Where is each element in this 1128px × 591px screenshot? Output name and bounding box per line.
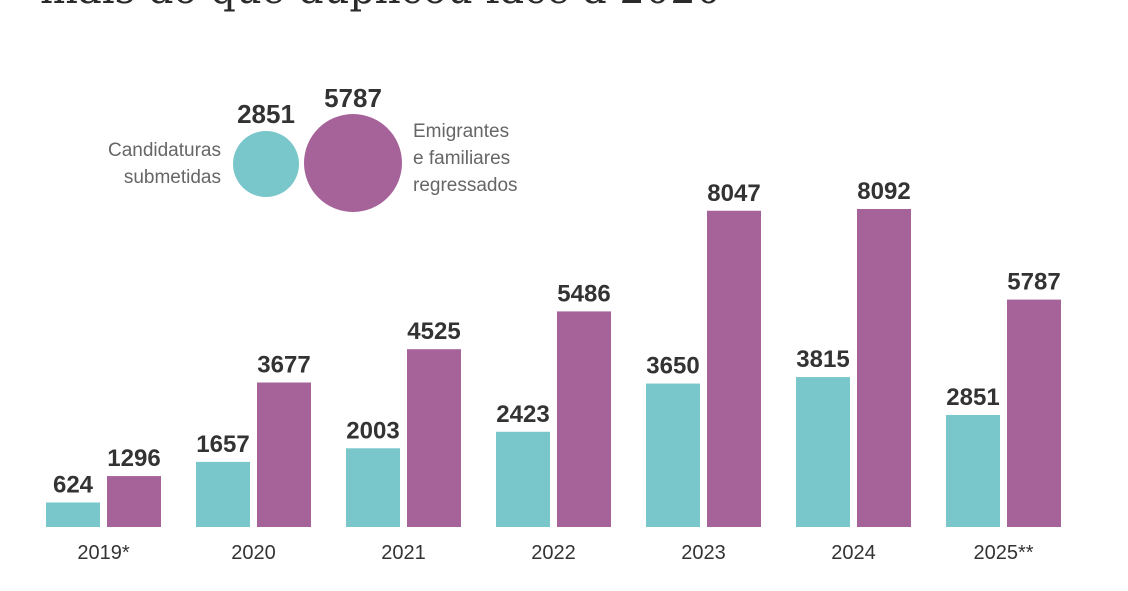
bar-emigrantes-5 [857, 209, 911, 527]
bar-label-candidaturas-5: 3815 [796, 346, 849, 373]
bar-candidaturas-0 [46, 502, 100, 527]
legend-label-candidaturas-line-2: submetidas [124, 167, 221, 188]
bar-label-emigrantes-0: 1296 [107, 445, 160, 472]
bar-label-emigrantes-1: 3677 [257, 352, 310, 379]
bar-candidaturas-4 [646, 383, 700, 527]
bar-emigrantes-3 [557, 311, 611, 527]
bar-label-candidaturas-0: 624 [53, 471, 94, 498]
x-tick-label-4: 2023 [681, 542, 726, 564]
bar-candidaturas-6 [946, 414, 1000, 527]
legend-label-emigrantes-line-1: Emigrantes [413, 121, 509, 142]
bar-label-candidaturas-3: 2423 [496, 401, 549, 428]
bar-emigrantes-4 [707, 210, 761, 527]
bar-label-candidaturas-1: 1657 [196, 431, 249, 458]
bars-layer: 624 1296 1657 3677 2003 4525 2423 5486 3650 8047 3… [46, 178, 1061, 527]
bar-label-candidaturas-6: 2851 [946, 384, 999, 411]
x-tick-label-5: 2024 [831, 542, 876, 564]
bar-candidaturas-2 [346, 448, 400, 527]
bar-candidaturas-5 [796, 377, 850, 527]
bar-emigrantes-1 [257, 382, 311, 527]
x-tick-label-2: 2021 [381, 542, 426, 564]
bar-emigrantes-2 [407, 349, 461, 527]
legend-label-emigrantes-line-2: e familiares [413, 148, 510, 169]
legend-label-candidaturas-line-1: Candidaturas [108, 140, 221, 161]
bar-label-emigrantes-3: 5486 [557, 280, 610, 307]
bar-label-emigrantes-6: 5787 [1007, 269, 1060, 296]
x-axis-ticks: 2019* 2020 2021 2022 2023 2024 2025** [77, 542, 1033, 564]
x-tick-label-1: 2020 [231, 542, 276, 564]
bar-label-emigrantes-2: 4525 [407, 318, 460, 345]
bar-label-emigrantes-5: 8092 [857, 178, 910, 205]
x-tick-label-0: 2019* [77, 542, 129, 564]
bar-emigrantes-6 [1007, 299, 1061, 527]
legend: 2851 5787 Candidaturas submetidas Emigra… [108, 83, 518, 212]
legend-circle-emigrantes [304, 114, 402, 212]
x-tick-label-3: 2022 [531, 542, 576, 564]
legend-value-emigrantes: 5787 [324, 83, 382, 113]
legend-label-emigrantes-line-3: regressados [413, 175, 518, 196]
legend-value-candidaturas: 2851 [237, 99, 295, 129]
bar-candidaturas-3 [496, 431, 550, 527]
legend-circle-candidaturas [233, 131, 299, 197]
bar-label-candidaturas-2: 2003 [346, 417, 399, 444]
bar-label-emigrantes-4: 8047 [707, 180, 760, 207]
bar-emigrantes-0 [107, 476, 161, 527]
chart-headline: mais do que duplicou face a 2020 [40, 0, 721, 14]
bar-candidaturas-1 [196, 461, 250, 527]
x-tick-label-6: 2025** [973, 542, 1033, 564]
bar-label-candidaturas-4: 3650 [646, 353, 699, 380]
